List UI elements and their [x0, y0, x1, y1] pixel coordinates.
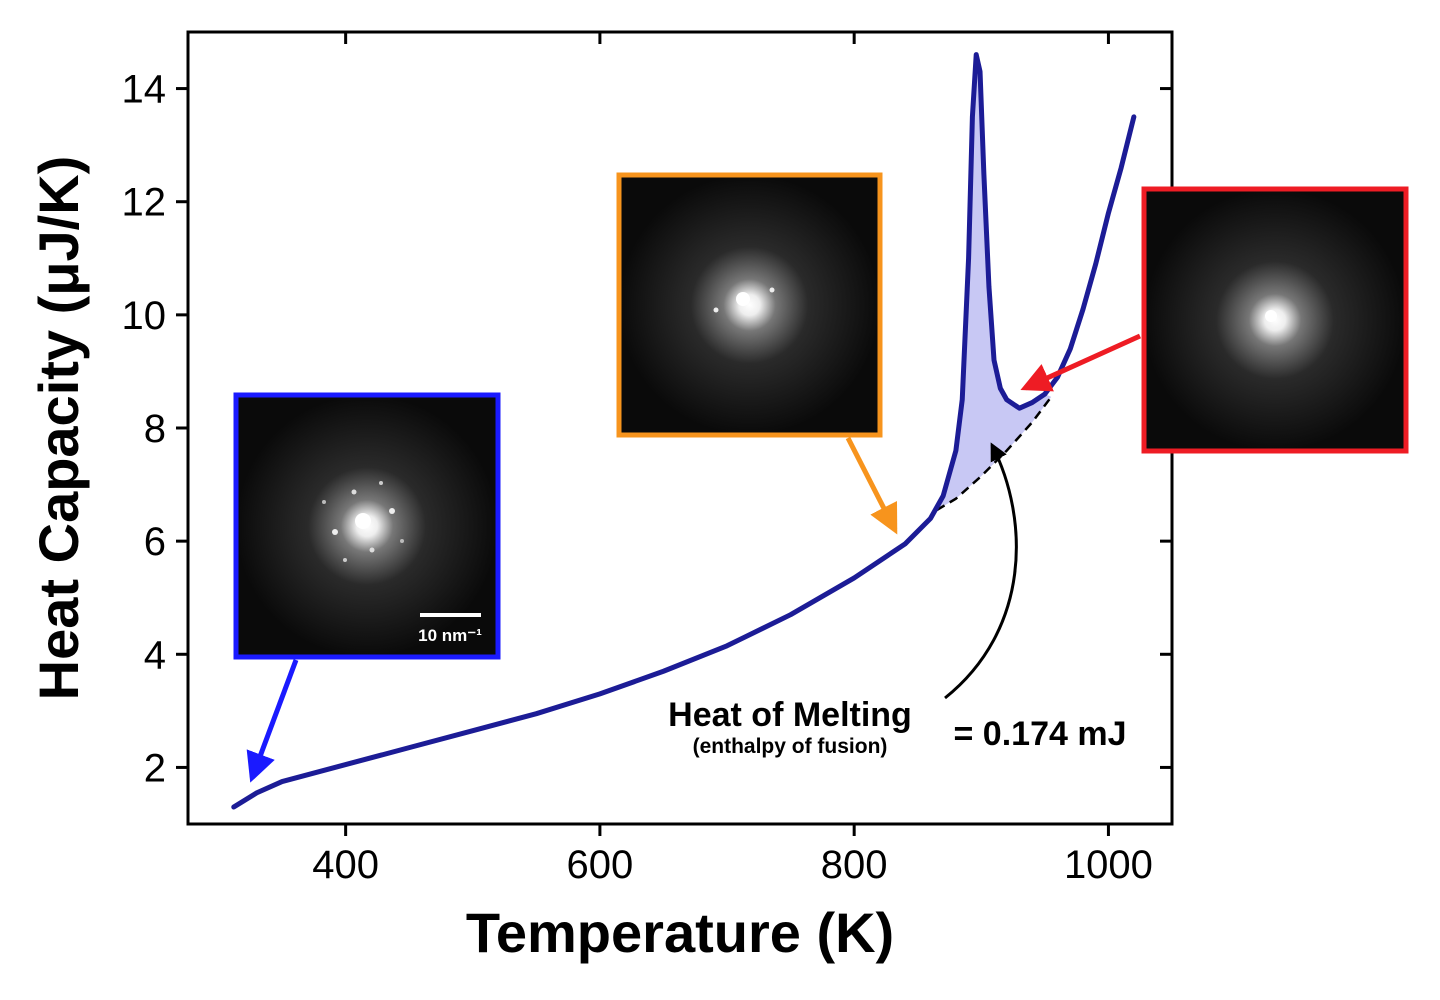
y-tick-label: 12: [122, 181, 167, 225]
x-tick-label: 800: [821, 843, 888, 887]
y-tick-label: 10: [122, 294, 167, 338]
annotation: = 0.174 mJ: [954, 715, 1127, 753]
y-tick-label: 6: [144, 520, 166, 564]
plot-area: 400 600 800 1000 2 4 6 8 10 12 14: [122, 30, 1174, 887]
x-tick-label: 600: [567, 843, 634, 887]
melting-area: [936, 54, 1052, 511]
annotation: (enthalpy of fusion): [693, 735, 888, 758]
x-tick-label: 400: [312, 843, 379, 887]
x-tick-label: 1000: [1064, 843, 1153, 887]
y-tick-label: 4: [144, 633, 166, 677]
x-axis-title: Temperature (K): [466, 901, 894, 964]
y-tick-label: 2: [144, 746, 166, 790]
arrow: [944, 442, 1018, 700]
arrow: [845, 436, 898, 535]
inset-red: [1141, 186, 1409, 454]
annotation: Heat of Melting: [668, 696, 912, 734]
inset-orange: [616, 172, 883, 438]
baseline: [936, 396, 1053, 512]
arrow: [1020, 333, 1142, 392]
scale-bar-label: 10 nm⁻¹: [418, 626, 482, 645]
y-tick-label: 14: [122, 68, 167, 112]
arrow: [246, 659, 299, 783]
y-axis-title: Heat Capacity (μJ/K): [27, 156, 90, 701]
inset-blue: 10 nm⁻¹: [233, 392, 501, 660]
y-tick-label: 8: [144, 407, 166, 451]
